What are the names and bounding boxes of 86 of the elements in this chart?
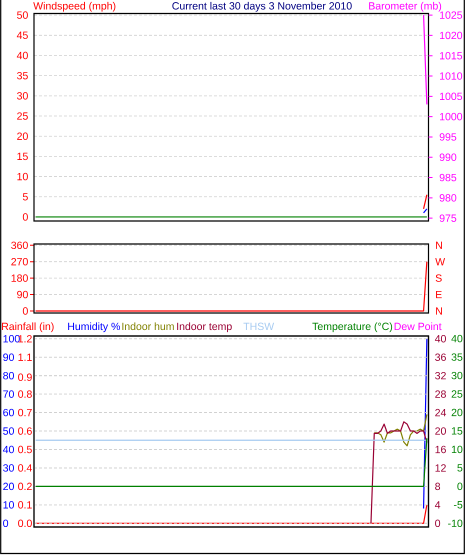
y-tick-label: 0 — [3, 520, 8, 528]
y2-tick-label: 10 — [452, 446, 462, 454]
text: THSW — [243, 322, 274, 330]
y2-tick-label: 0.9 — [18, 374, 32, 381]
y2-tick-label: 0.2 — [18, 482, 32, 490]
text: N — [436, 307, 442, 315]
y2-tick-label: 0.8 — [18, 390, 32, 398]
y-tick-label: 12 — [436, 464, 446, 472]
y-tick-label: 80 — [3, 372, 14, 380]
y2-tick-label: 1010 — [440, 72, 462, 80]
y2-tick-label: -5 — [454, 501, 462, 508]
y-tick-label: 40 — [434, 335, 446, 342]
y2-tick-label: 0.4 — [18, 464, 32, 472]
text: Humidity % — [68, 322, 120, 332]
y-tick-label: 20 — [435, 427, 446, 435]
y2-tick-label: 985 — [440, 174, 456, 182]
y-tick-label: 90 — [3, 354, 14, 361]
y-tick-label: 45 — [16, 32, 28, 39]
y-tick-label: 50 — [3, 427, 14, 435]
legend-label: Dew Point — [394, 322, 442, 330]
y2-tick-label: 40 — [451, 334, 462, 342]
text: Rainfall (in) — [2, 322, 54, 332]
y2-tick-label: 0.1 — [18, 501, 32, 509]
y-tick-label: 10 — [4, 501, 14, 509]
y2-axis-title: Barometer (mb) — [369, 2, 442, 12]
y2-tick-label: 0 — [457, 482, 462, 490]
y-tick-label: 24 — [435, 408, 446, 416]
y2-tick-label: 1015 — [440, 52, 462, 60]
y2-tick-label: 1.1 — [18, 354, 32, 361]
y-tick-label: 30 — [3, 464, 14, 472]
text: W — [435, 258, 446, 266]
y2-tick-label: 1025 — [440, 11, 462, 19]
y-tick-label: 16 — [436, 446, 446, 454]
y-axis-title: Windspeed (mph) — [33, 2, 116, 12]
y-tick-label: 70 — [3, 390, 14, 398]
y2-tick-label: 995 — [440, 133, 456, 141]
y-tick-label: 20 — [17, 132, 28, 140]
y2-tick-label: 30 — [452, 372, 462, 380]
text: Temperature (°C) — [312, 322, 392, 332]
y-tick-label: 4 — [434, 501, 440, 508]
y2-tick-label: 35 — [452, 353, 462, 361]
y-tick-label: 270 — [11, 258, 28, 266]
y2-tick-label: 15 — [452, 427, 462, 435]
y-tick-label: 15 — [17, 152, 28, 160]
y2-tick-label: -10 — [448, 520, 462, 528]
y-tick-label: 60 — [3, 408, 14, 416]
y-tick-label: 50 — [17, 11, 28, 19]
text: S — [436, 274, 442, 282]
text: E — [436, 290, 442, 298]
y2-tick-label: 0.0 — [18, 520, 32, 528]
y-tick-label: 0 — [22, 213, 28, 221]
y-tick-label: 40 — [2, 446, 14, 454]
y2-tick-label: 25 — [452, 390, 462, 398]
y2-tick-label: 990 — [440, 154, 456, 161]
y-tick-label: 0 — [22, 307, 28, 315]
y-tick-label: 25 — [17, 112, 28, 120]
text: N — [436, 242, 442, 249]
y-tick-label: 360 — [11, 242, 28, 249]
y-tick-label: 8 — [435, 482, 440, 490]
y2-tick-label: 1000 — [440, 112, 462, 120]
text: Indoor hum — [122, 322, 174, 330]
y-tick-label: 28 — [435, 390, 446, 398]
y2-tick-label: 1005 — [440, 92, 462, 100]
y-tick-label: 20 — [3, 482, 14, 490]
y2-tick-label: 975 — [440, 214, 456, 222]
y2-tick-label: 5 — [457, 464, 462, 472]
y-tick-label: 32 — [435, 372, 446, 380]
y2-tick-label: 0.5 — [18, 446, 32, 454]
y-tick-label: 10 — [17, 172, 28, 180]
y-tick-label: 180 — [12, 274, 28, 282]
y2-tick-label: 980 — [440, 194, 456, 202]
y2-tick-label: 0.7 — [18, 408, 32, 416]
y2-tick-label: 1.2 — [18, 335, 32, 342]
y-tick-label: 35 — [17, 72, 28, 80]
y-tick-label: 90 — [17, 290, 28, 298]
y2-tick-label: 1020 — [440, 32, 462, 40]
y-tick-label: 40 — [16, 52, 28, 60]
chart-title: Current last 30 days 3 November 2010 — [172, 2, 352, 12]
y-tick-label: 5 — [22, 193, 28, 200]
y-tick-label: 100 — [4, 335, 20, 342]
text: Indoor temp — [177, 322, 232, 332]
y-tick-label: 36 — [435, 354, 446, 361]
y-tick-label: 30 — [17, 92, 28, 100]
y2-tick-label: 0.6 — [18, 427, 32, 435]
y2-tick-label: 20 — [452, 408, 462, 416]
y-tick-label: 0 — [435, 520, 440, 528]
